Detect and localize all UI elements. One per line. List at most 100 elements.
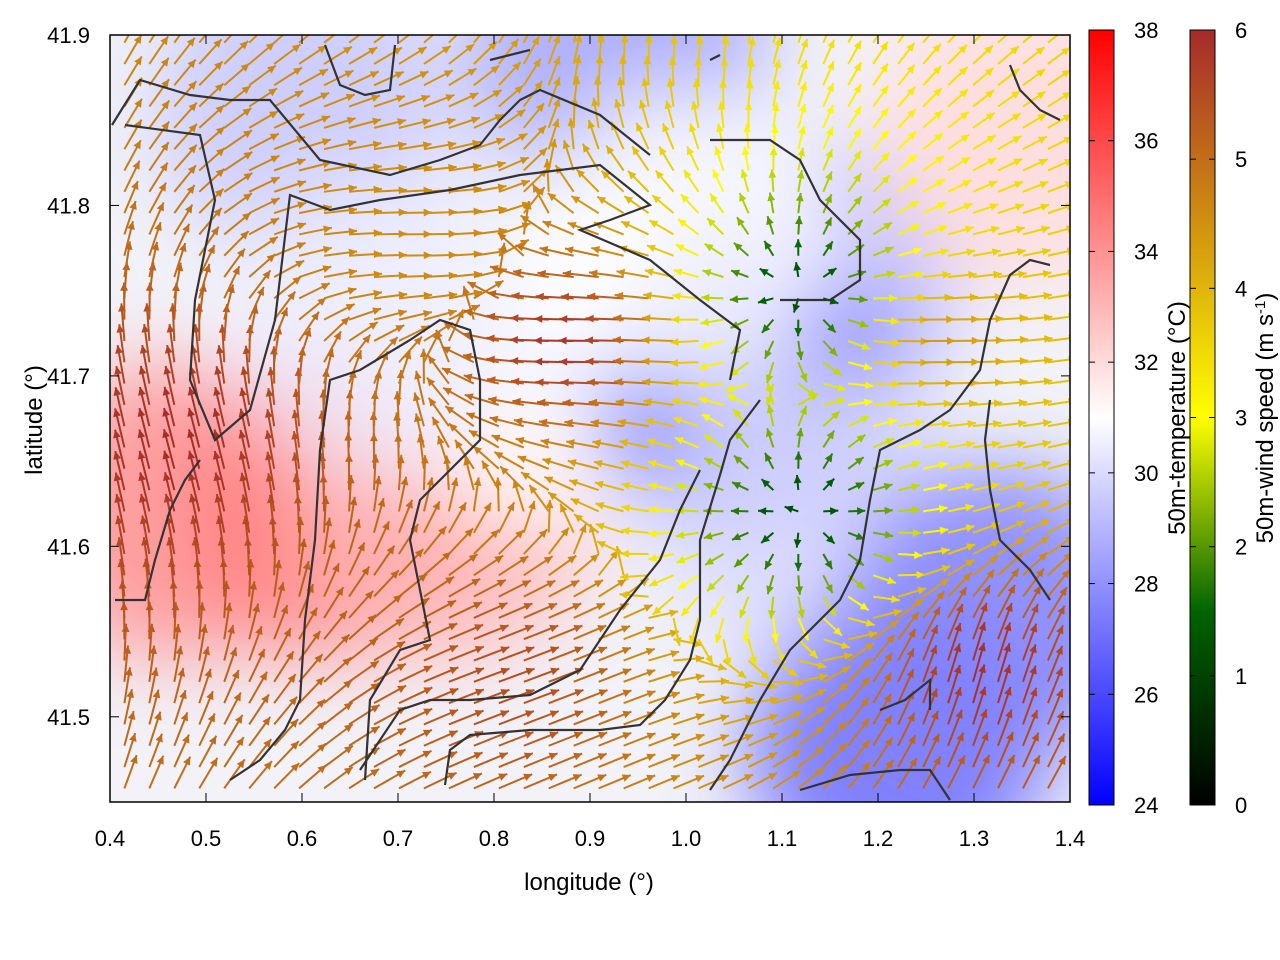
wind-arrow	[348, 637, 379, 662]
wind-arrow	[564, 419, 599, 428]
wind-arrow	[422, 477, 435, 512]
wind-arrow-head	[252, 603, 260, 613]
wind-arrow-head	[317, 721, 326, 730]
wind-arrow	[641, 314, 674, 323]
wind-arrow	[847, 676, 871, 704]
wind-arrow	[643, 291, 674, 300]
wind-arrow	[722, 659, 747, 679]
wind-arrow	[587, 119, 600, 150]
wind-arrow	[761, 318, 775, 334]
wind-arrow-head	[621, 221, 631, 229]
wind-arrow-head	[519, 239, 529, 247]
wind-arrow-head	[489, 265, 499, 273]
wind-arrow	[423, 644, 459, 662]
wind-arrow-head	[788, 668, 798, 676]
wind-arrow-head	[833, 627, 842, 636]
wind-arrow	[398, 728, 433, 747]
wind-arrow-head	[200, 624, 208, 633]
wind-arrow	[717, 101, 726, 128]
wind-arrow-head	[524, 731, 534, 739]
wind-arrow-head	[535, 292, 544, 301]
wind-arrow	[795, 215, 803, 235]
wind-arrow-head	[340, 317, 350, 326]
wind-arrow-head	[861, 718, 870, 728]
wind-arrow	[646, 244, 674, 257]
wind-arrow-head	[573, 54, 582, 64]
wind-arrow-head	[368, 47, 378, 55]
wind-arrow	[572, 523, 587, 555]
wind-arrow	[766, 575, 775, 595]
wind-arrow-head	[240, 366, 249, 376]
wind-arrow-head	[231, 670, 240, 680]
colorbar-tick-label: 38	[1134, 18, 1158, 43]
wind-arrow-head	[441, 45, 451, 54]
wind-arrow-head	[574, 514, 583, 523]
wind-arrow-head	[819, 673, 828, 681]
wind-arrow-head	[705, 654, 713, 664]
wind-arrow	[473, 688, 510, 705]
wind-arrow	[822, 430, 836, 449]
wind-arrow-head	[179, 690, 187, 700]
wind-arrow-shaft	[572, 35, 577, 43]
wind-arrow	[373, 748, 407, 768]
wind-arrow-head	[825, 584, 833, 594]
wind-arrow-head	[838, 743, 847, 752]
wind-arrow-head	[839, 682, 849, 691]
wind-arrow-head	[473, 289, 483, 298]
wind-arrow	[323, 35, 336, 44]
wind-arrow	[223, 192, 253, 214]
wind-arrow-head	[828, 18, 835, 27]
wind-arrow	[423, 140, 457, 151]
wind-arrow	[700, 318, 724, 327]
wind-arrow	[223, 669, 240, 704]
wind-arrow-head	[186, 16, 194, 25]
wind-arrow-head	[770, 124, 779, 134]
wind-arrow-head	[213, 207, 222, 217]
wind-arrow	[448, 623, 484, 641]
wind-arrow-head	[590, 419, 600, 427]
temperature-colorbar-scale	[1088, 29, 1115, 806]
wind-label-main: 50m-wind speed (m s	[1252, 314, 1279, 543]
wind-arrow-head	[700, 318, 710, 327]
wind-arrow-head	[162, 450, 171, 460]
wind-arrow	[822, 701, 848, 726]
wind-arrow-head	[648, 505, 657, 514]
wind-arrow	[822, 267, 838, 278]
wind-arrow-head	[137, 429, 146, 439]
wind-arrow-head	[160, 15, 168, 24]
wind-arrow-head	[465, 44, 475, 53]
wind-arrow-head	[525, 710, 534, 718]
wind-arrow-head	[249, 581, 258, 590]
wind-arrow	[173, 58, 197, 86]
wind-arrow-head	[473, 477, 482, 487]
wind-arrow-head	[470, 304, 480, 313]
wind-arrow	[273, 696, 298, 726]
wind-arrow-head	[853, 62, 861, 72]
wind-arrow-head	[719, 734, 729, 742]
wind-arrow	[248, 269, 272, 299]
wind-arrow-head	[255, 626, 263, 636]
wind-arrow	[198, 104, 225, 129]
wind-arrow	[398, 118, 432, 129]
wind-arrow-head	[620, 572, 629, 581]
wind-arrow	[148, 733, 163, 768]
wind-arrow-head	[552, 98, 561, 108]
wind-arrow	[463, 456, 475, 491]
wind-arrow-head	[446, 117, 456, 126]
wind-arrow-head	[747, 58, 755, 68]
wind-arrow	[348, 496, 358, 533]
wind-arrow	[621, 527, 649, 535]
wind-arrow-head	[442, 368, 452, 376]
wind-arrow	[498, 529, 525, 555]
wind-arrow-head	[322, 265, 332, 273]
wind-arrow-head	[405, 499, 413, 509]
wind-arrow-head	[560, 527, 569, 537]
wind-arrow-head	[717, 663, 727, 671]
wind-arrow	[725, 382, 749, 393]
wind-arrow	[273, 180, 307, 193]
wind-arrow-head	[758, 507, 767, 516]
wind-arrow-head	[1035, 25, 1044, 33]
wind-arrow-head	[773, 59, 782, 69]
wind-arrow-head	[861, 342, 871, 350]
